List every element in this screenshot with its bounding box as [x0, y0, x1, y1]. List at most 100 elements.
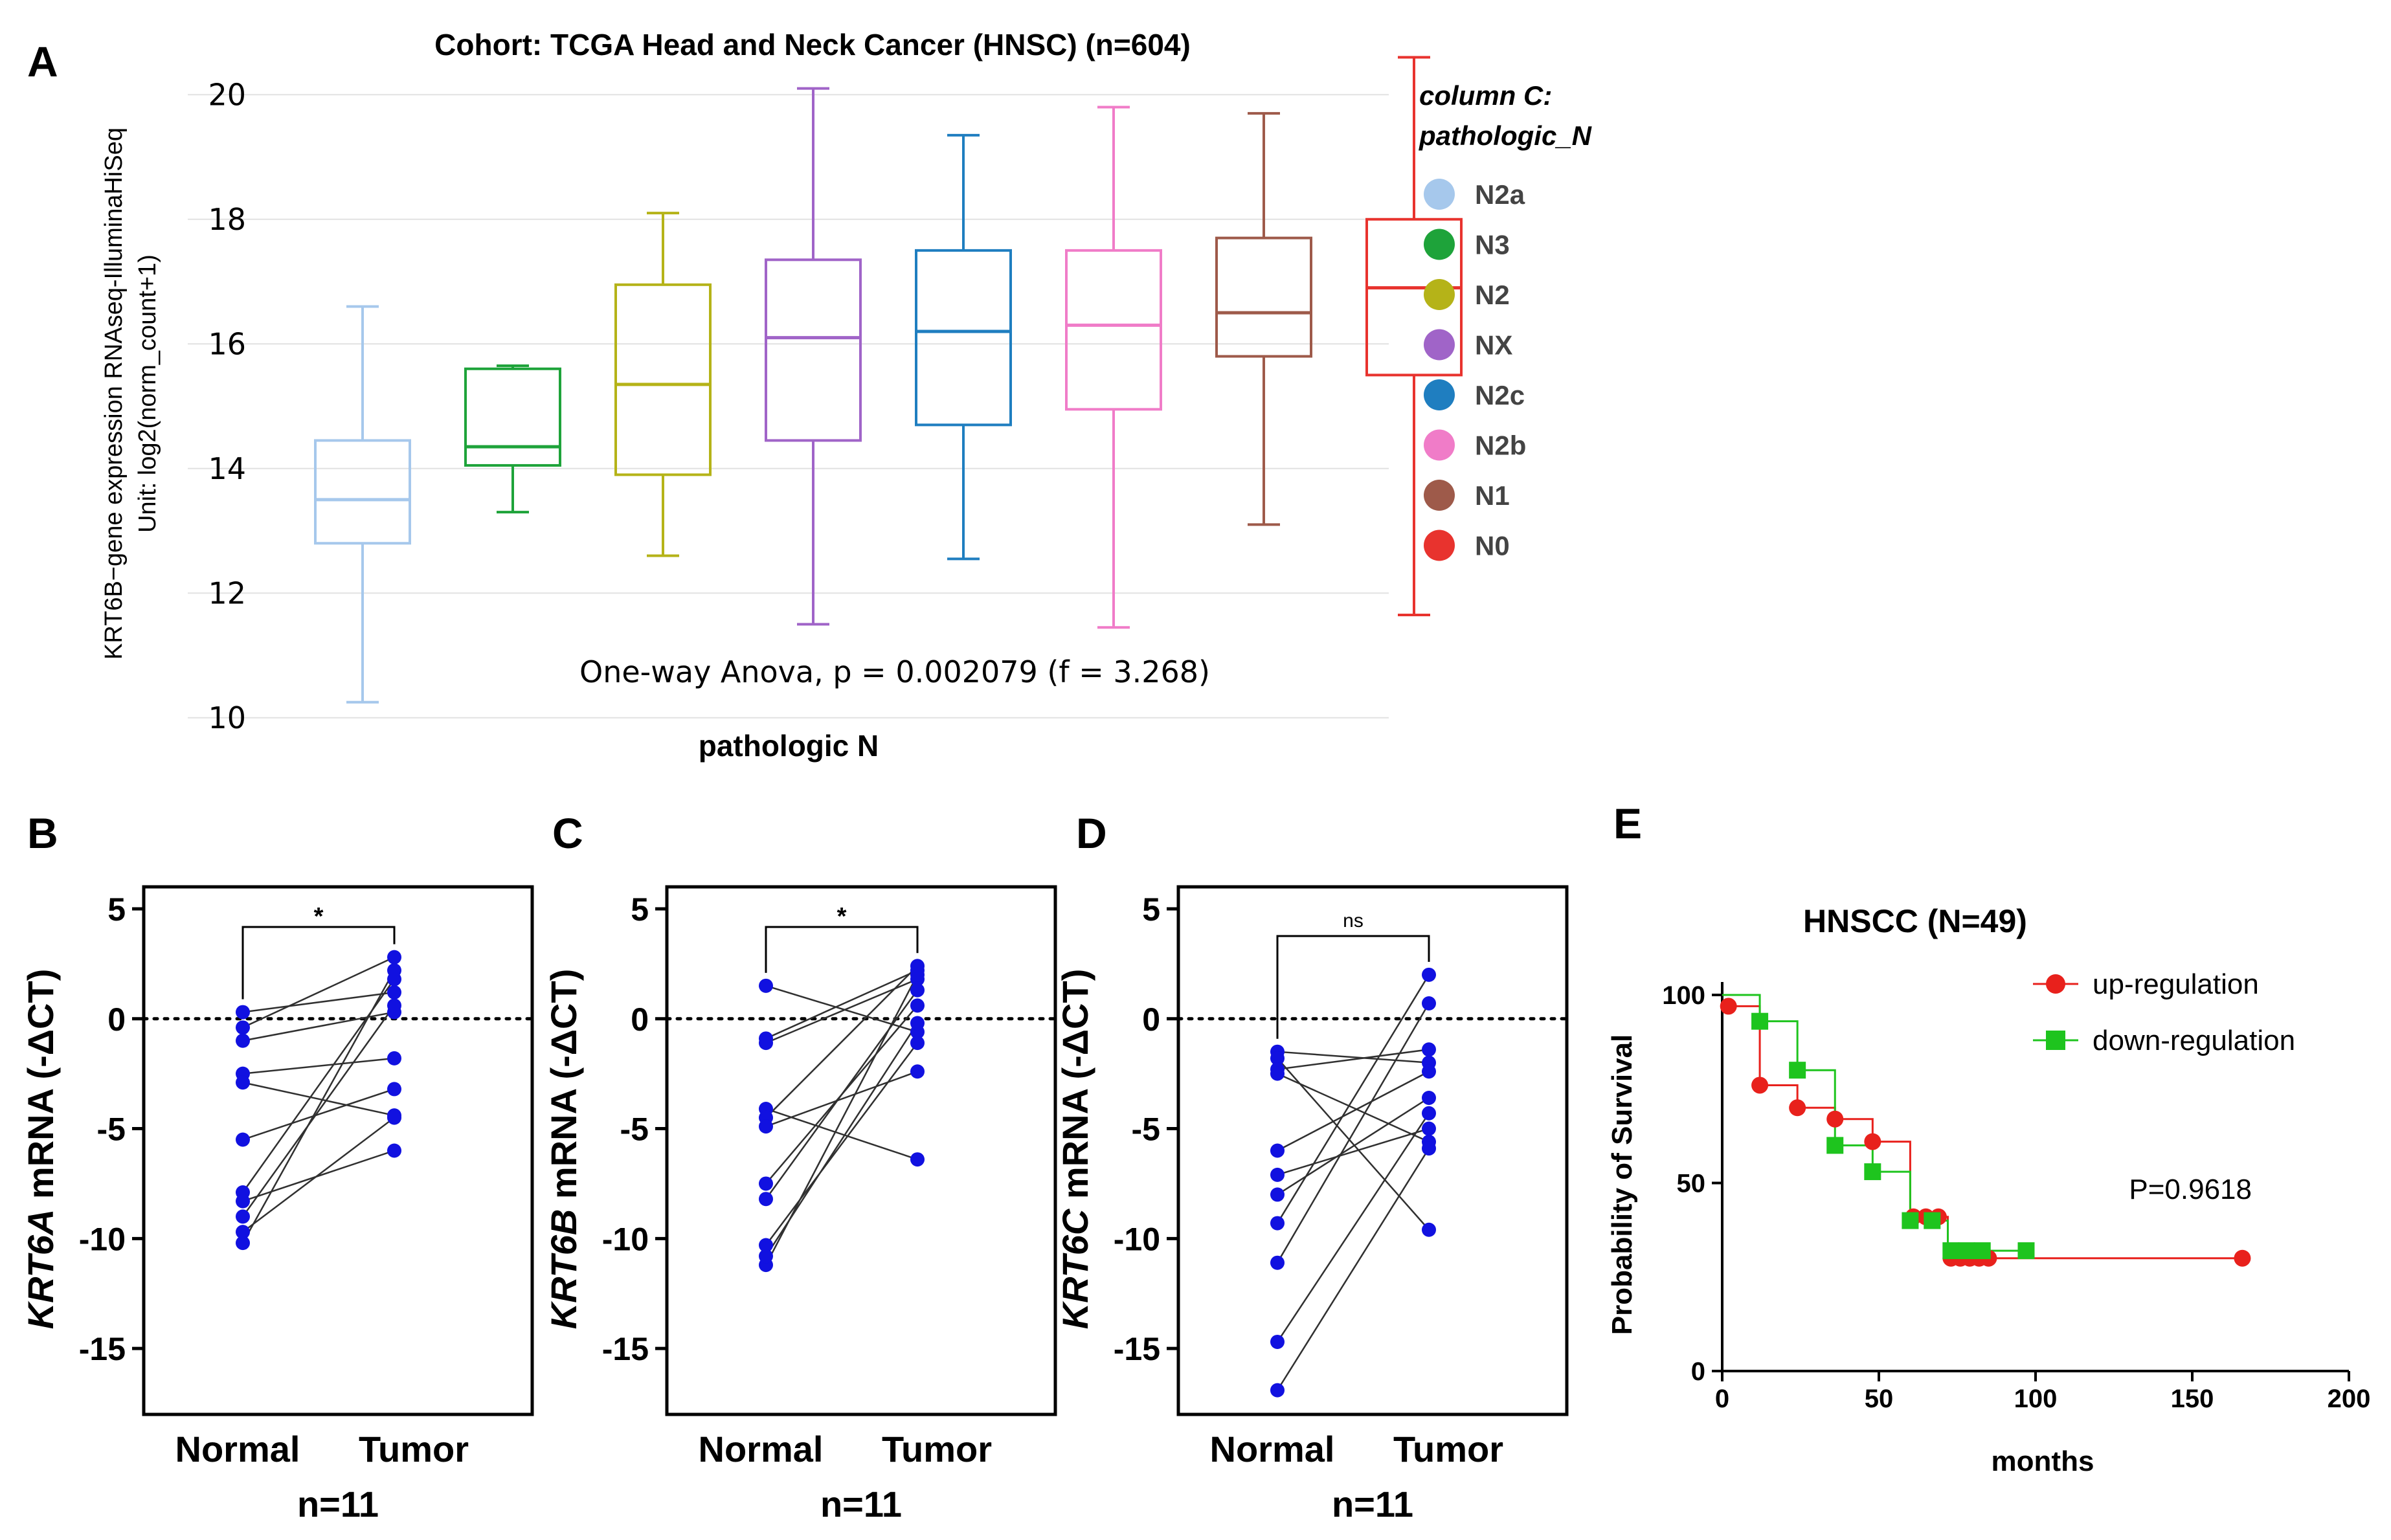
- tumor-sample-point: [910, 967, 925, 982]
- pair-connector-line: [241, 970, 396, 1244]
- normal-sample-point: [759, 1249, 773, 1264]
- y-axis-label-unit: mRNA (-ΔCT): [543, 969, 584, 1209]
- normal-sample-point: [1270, 1216, 1285, 1231]
- y-tick-label: 5: [107, 891, 126, 928]
- panel-a-box-n2b: [1065, 106, 1162, 629]
- significance-label: *: [314, 903, 324, 930]
- tumor-sample-point: [387, 963, 401, 978]
- tumor-sample-point: [387, 1051, 401, 1066]
- panel-e-marker-down: [1942, 1242, 1960, 1260]
- sample-size-label: n=11: [820, 1484, 902, 1524]
- panel-e-marker-up: [1751, 1077, 1769, 1094]
- panel-a-y-tick-label: 18: [208, 202, 246, 237]
- normal-sample-point: [236, 1236, 250, 1251]
- panel-a-legend-swatch: [1424, 429, 1455, 461]
- panel-a-boxes: [314, 56, 1463, 704]
- panel-a-y-tick-label: 16: [208, 326, 246, 361]
- panel-a-y-tick-label: 12: [208, 575, 246, 610]
- normal-sample-point: [759, 1036, 773, 1051]
- y-tick-label: -5: [1132, 1111, 1160, 1148]
- panel-e-ylabel: Probability of Survival: [1606, 1034, 1638, 1335]
- panel-a-y-tick-label: 20: [208, 77, 246, 112]
- category-label-tumor: Tumor: [359, 1429, 469, 1469]
- pair-connector-line: [765, 985, 918, 1033]
- normal-sample-point: [1270, 1187, 1285, 1202]
- panel-e-x-tick-label: 100: [2014, 1385, 2058, 1413]
- y-axis-label-unit: mRNA (-ΔCT): [20, 969, 61, 1209]
- panel-letter-e: E: [1613, 799, 1642, 847]
- panel-a-legend-title-line1: column C:: [1419, 80, 1552, 111]
- pair-connector-line: [1277, 1097, 1430, 1196]
- tumor-sample-point: [1422, 996, 1436, 1010]
- tumor-sample-point: [387, 985, 401, 999]
- panel-letter-b: B: [27, 809, 58, 857]
- y-axis-label-gene: KRT6B: [543, 1209, 584, 1330]
- panel-e-legend-label: up-regulation: [2093, 968, 2259, 1000]
- panel-a-box-n2: [614, 212, 712, 557]
- normal-sample-point: [1270, 1383, 1285, 1398]
- pair-connector-line: [765, 1042, 919, 1246]
- y-axis-label: KRT6C mRNA (-ΔCT): [1055, 969, 1095, 1330]
- tumor-sample-point: [910, 1152, 925, 1167]
- panel-e-survival-plot: HNSCC (N=49) Probability of Survival mon…: [1606, 903, 2370, 1477]
- normal-sample-point: [236, 1209, 250, 1224]
- panel-a-legend: N2a N3 N2 NX N2c N2b N1 N0: [1424, 179, 1526, 561]
- y-tick-label: 5: [631, 891, 649, 928]
- tumor-sample-point: [910, 1016, 925, 1031]
- normal-sample-point: [1270, 1255, 1285, 1270]
- panel-e-curves: [1720, 994, 2251, 1267]
- panel-letter-a: A: [27, 38, 58, 85]
- panel-a-box-nx: [765, 87, 862, 626]
- panel-a-box-n2a: [314, 305, 411, 704]
- normal-sample-point: [236, 1020, 250, 1035]
- panel-b-paired-plot: 5 0 -5 -10 -15 KRT6A mRNA (-ΔCT) * Normal Tumor n…: [20, 885, 534, 1524]
- panel-e-title: HNSCC (N=49): [1803, 903, 2027, 939]
- category-label-normal: Normal: [699, 1429, 824, 1469]
- tumor-sample-point: [910, 1064, 925, 1079]
- normal-sample-point: [1270, 1051, 1285, 1066]
- pair-connector-line: [765, 969, 918, 1040]
- panel-e-marker-up: [1864, 1133, 1881, 1150]
- panel-a-box-iqr: [1065, 249, 1162, 411]
- panel-a-box-n2c: [915, 133, 1012, 561]
- panel-a-box-iqr: [614, 283, 712, 476]
- y-tick-label: 0: [107, 1001, 126, 1038]
- plot-frame: [665, 885, 1057, 1416]
- category-label-tumor: Tumor: [1393, 1429, 1503, 1469]
- tumor-sample-point: [1422, 1091, 1436, 1105]
- panel-e-y-tick-label: 100: [1662, 981, 1705, 1010]
- normal-sample-point: [1270, 1066, 1285, 1081]
- panel-a-legend-swatch: [1424, 480, 1455, 511]
- panel-e-marker-down: [1902, 1212, 1919, 1229]
- tumor-sample-point: [387, 998, 401, 1013]
- panel-e-marker-down: [1789, 1062, 1806, 1079]
- pair-connector-line: [1276, 1148, 1430, 1391]
- normal-sample-point: [1270, 1143, 1285, 1158]
- panel-e-marker-up: [1720, 998, 1737, 1015]
- panel-e-marker-down: [1958, 1242, 1975, 1260]
- pair-connector-line: [1277, 1073, 1430, 1143]
- panel-a-title: Cohort: TCGA Head and Neck Cancer (HNSC)…: [434, 28, 1191, 61]
- panel-a-y-tick-label: 10: [208, 700, 246, 735]
- normal-sample-point: [759, 1192, 773, 1207]
- pair-connector-line: [242, 1088, 395, 1141]
- panel-a-boxplot: Cohort: TCGA Head and Neck Cancer (HNSC)…: [100, 28, 1593, 763]
- y-axis-label-gene: KRT6A: [20, 1209, 61, 1330]
- tumor-sample-point: [1422, 1121, 1436, 1136]
- normal-sample-point: [236, 1033, 250, 1048]
- significance-label: *: [837, 903, 847, 930]
- panel-a-y-ticks: 10 12 14 16 18 20: [208, 77, 246, 735]
- y-tick-label: 0: [1142, 1001, 1160, 1038]
- normal-sample-point: [1270, 1334, 1285, 1349]
- panel-e-curve-down: [1722, 994, 2026, 1252]
- panel-a-box-iqr: [1365, 218, 1463, 377]
- tumor-sample-point: [1422, 967, 1436, 982]
- panel-a-box-iqr: [464, 367, 561, 467]
- pair-connector-line: [1276, 1113, 1430, 1343]
- y-tick-label: -10: [79, 1221, 126, 1257]
- tumor-sample-point: [910, 1036, 925, 1051]
- panel-a-box-iqr: [765, 258, 862, 442]
- y-tick-label: -15: [1114, 1331, 1160, 1367]
- panel-e-legend-label: down-regulation: [2093, 1025, 2295, 1056]
